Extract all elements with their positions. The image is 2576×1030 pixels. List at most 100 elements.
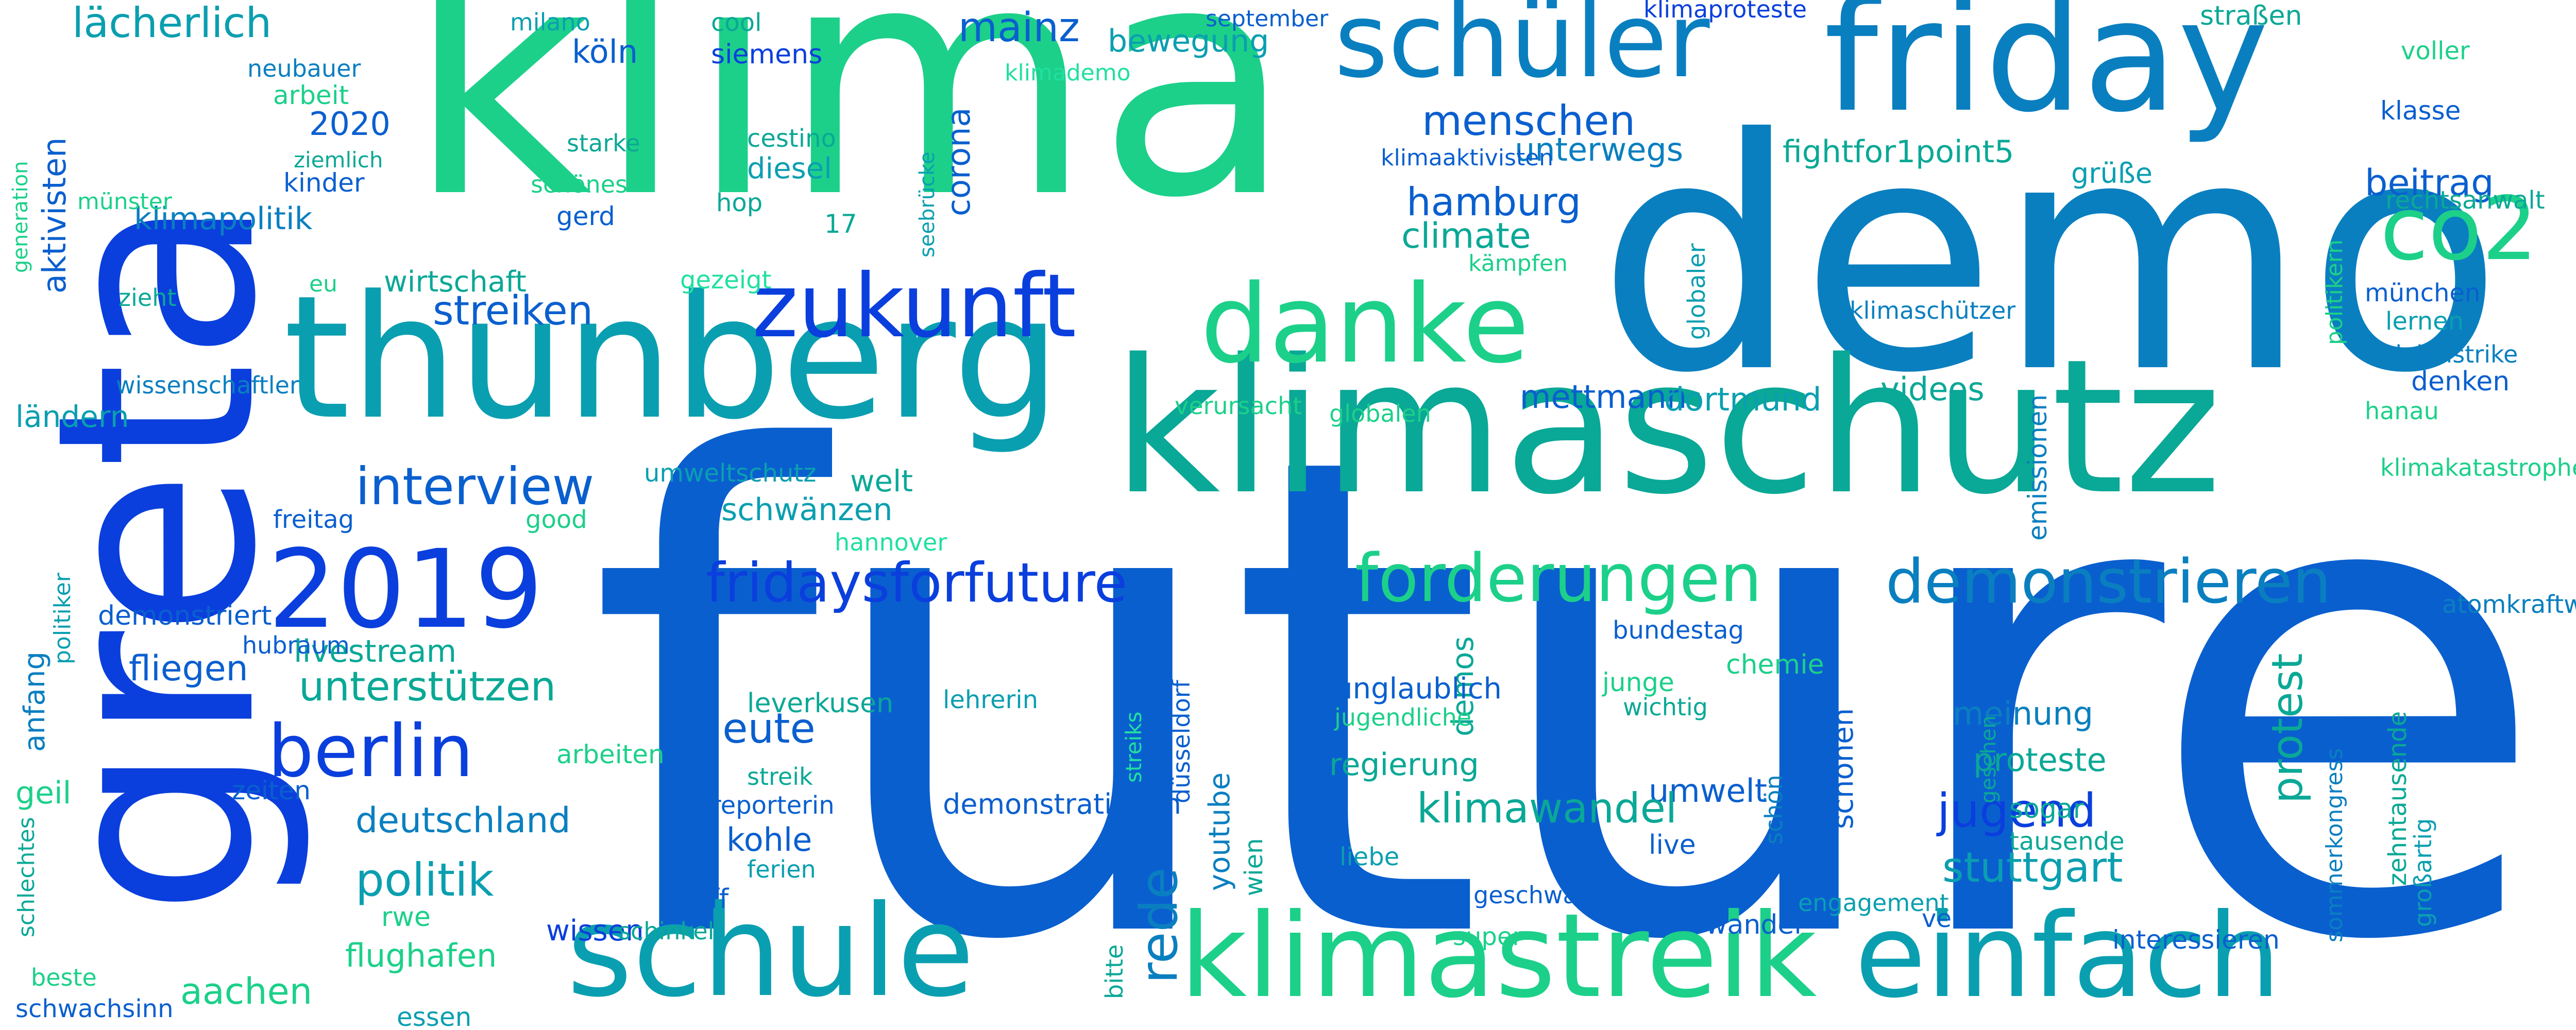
- word-klimademo: klimademo: [1005, 60, 1131, 86]
- word-globalen-text: klimaaktivisten: [1381, 145, 1554, 171]
- word-youtube: streiks: [1121, 711, 1146, 783]
- word-zieht: gerd: [556, 201, 615, 231]
- word-hater: verursacht: [1175, 392, 1302, 420]
- word-schoenes: ziemlich: [294, 147, 383, 173]
- word-leute: leute: [711, 705, 816, 752]
- word-jugendliche: youtube: [1203, 772, 1236, 891]
- word-rechtsanwalt: münchen: [2365, 279, 2481, 307]
- word-ziemlich: schönes: [531, 170, 628, 198]
- word-unterwegs: unterwegs: [1515, 131, 1684, 168]
- word-bewegung: bewegung: [1108, 23, 1269, 59]
- word-flughafen: flughafen: [345, 937, 497, 974]
- word-stuttgart: stuttgart: [1942, 844, 2123, 891]
- word-welt: welt: [850, 464, 913, 499]
- word-berlin: berlin: [268, 710, 474, 794]
- word-schoenen: junge: [1602, 667, 1674, 697]
- word-hannover: demonstriert: [98, 600, 272, 631]
- word-wissenschaftler: hannover: [835, 528, 947, 556]
- word-laendern: good: [526, 505, 587, 534]
- word-interessieren: super: [1453, 922, 1523, 951]
- word-laecherlich: lächerlich: [72, 0, 272, 47]
- word-hop: münster: [77, 188, 172, 215]
- word-geschwaenzt: liebe: [1340, 843, 1400, 871]
- word-klimaaktivisten: generation: [9, 161, 32, 273]
- word-friday: friday: [1824, 0, 2269, 146]
- word-17: eu: [309, 271, 337, 297]
- word-unterstuetzen: unterstützen: [299, 664, 556, 710]
- word-bitte: leverkusen: [747, 688, 894, 719]
- word-schwaenzen: schwänzen: [721, 492, 893, 528]
- word-demo: demo: [1597, 72, 2503, 443]
- word-klimaschutz: klimaschutz: [1113, 319, 2222, 535]
- word-koeln: köln: [572, 33, 638, 71]
- word-seebruecke: seebrücke: [916, 151, 939, 258]
- word-politikern: lernen: [2385, 307, 2464, 336]
- word-klima: klima: [407, 0, 1297, 268]
- word-hanau: atomkraftwerke: [2442, 590, 2576, 619]
- word-demonstriert: anfang: [18, 651, 52, 752]
- word-wirtschaft: gezeigt: [680, 266, 772, 295]
- word-liebe: jugendliche: [1334, 703, 1472, 731]
- word-thunberg: thunberg: [283, 259, 1061, 457]
- word-cestino: cestino: [747, 124, 836, 153]
- word-duesseldorf: wien: [1240, 838, 1268, 896]
- word-aktivisten: aktivisten: [36, 137, 73, 294]
- word-schule: schule: [567, 878, 975, 1025]
- word-live: unglaublich: [1334, 672, 1502, 706]
- word-2020: 2020: [309, 105, 391, 143]
- word-sommerkongress: großartig: [2409, 818, 2437, 927]
- word-leverkusen: reporterin: [711, 791, 835, 820]
- word-engagement: wandel: [1705, 909, 1802, 940]
- word-arbeit: arbeit: [273, 80, 349, 110]
- word-reporterin: fff: [701, 884, 729, 915]
- word-rede: rede: [1129, 867, 1189, 984]
- word-demonstrieren: demonstrieren: [1886, 546, 2331, 617]
- word-september: voller: [2401, 37, 2470, 65]
- word-klimastreik: klimastreik: [1180, 889, 1817, 1024]
- word-cool: cool: [711, 8, 762, 37]
- word-dortmund: dortmund: [1664, 381, 1822, 418]
- word-corona: corona: [940, 107, 977, 216]
- word-einfach: einfach: [1855, 889, 2281, 1024]
- word-hamburg: hamburg: [1406, 179, 1581, 225]
- word-mainz: mainz: [958, 5, 1080, 51]
- word-good: hubraum: [242, 631, 350, 659]
- word-forderungen: forderungen: [1355, 540, 1762, 617]
- word-rwe: wissen: [546, 914, 644, 948]
- word-globalstrike: hanau: [2365, 397, 2439, 425]
- word-gesehen: schönen: [1826, 708, 1860, 829]
- word-strassen: klasse: [2380, 96, 2461, 126]
- word-zukunft: zukunft: [752, 255, 1077, 357]
- word-wissen: schinkel: [618, 917, 715, 945]
- word-umweltschutz: freitag: [273, 505, 354, 534]
- word-danke: danke: [1200, 261, 1530, 387]
- word-voller: grüße: [2071, 157, 2153, 190]
- word-weltweite: september: [1206, 6, 1329, 32]
- word-muenchen: globalstrike: [2380, 340, 2518, 368]
- word-klasse: rechtsanwalt: [2385, 186, 2545, 215]
- word-freitag: politiker: [49, 573, 76, 664]
- word-wien: bitte: [1100, 944, 1128, 999]
- word-schueler: schüler: [1334, 0, 1710, 101]
- word-diesel: diesel: [747, 152, 832, 185]
- word-lehrerin: streik: [747, 763, 813, 791]
- word-geil: arbeiten: [556, 740, 665, 769]
- word-interview: interview: [355, 456, 595, 517]
- word-unglaublich: düsseldorf: [1167, 680, 1195, 803]
- word-schwachsinn: ländern: [15, 399, 129, 434]
- word-politiker: schwachsinn: [15, 994, 174, 1023]
- word-super: geschwänzt: [1473, 881, 1615, 909]
- word-neubauer: neubauer: [247, 55, 361, 82]
- word-hubraum: schlechtes: [13, 817, 40, 937]
- word-ferien: kohle: [726, 821, 812, 859]
- word-eu: 17: [824, 209, 857, 239]
- word-klimakatastrophe: sommerkongress: [2321, 748, 2348, 942]
- word-chemie: wichtig: [1623, 693, 1708, 721]
- word-fliegen: fliegen: [129, 648, 248, 689]
- word-fff: klimawandel: [1417, 784, 1677, 832]
- word-klimawandel: wirtschaft: [384, 265, 527, 299]
- word-globaler: klimaschützer: [1850, 297, 2016, 324]
- word-meinung: meinung: [1953, 695, 2094, 732]
- word-denken: klimakatastrophe: [2380, 454, 2576, 482]
